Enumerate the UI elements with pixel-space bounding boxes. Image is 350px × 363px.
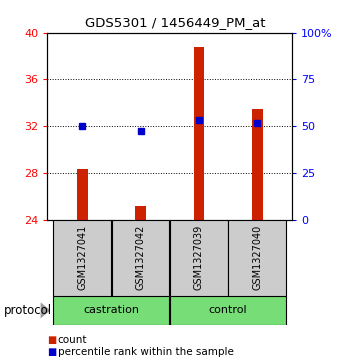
Bar [228, 220, 286, 296]
Bar [252, 109, 262, 220]
Text: GSM1327039: GSM1327039 [194, 225, 204, 290]
Bar [170, 220, 228, 296]
Bar [170, 296, 286, 325]
Text: GSM1327040: GSM1327040 [252, 225, 262, 290]
Bar [53, 220, 111, 296]
Text: GSM1327042: GSM1327042 [135, 225, 146, 290]
Text: control: control [209, 305, 247, 315]
Text: protocol: protocol [4, 304, 52, 317]
Text: ■: ■ [47, 347, 56, 357]
Bar [53, 296, 169, 325]
Text: GSM1327041: GSM1327041 [77, 225, 87, 290]
Text: ■: ■ [47, 335, 56, 345]
Polygon shape [41, 302, 50, 318]
Text: castration: castration [83, 305, 139, 315]
Bar [112, 220, 169, 296]
Bar [194, 47, 204, 220]
Bar [77, 170, 88, 220]
Text: percentile rank within the sample: percentile rank within the sample [58, 347, 234, 357]
Text: GDS5301 / 1456449_PM_at: GDS5301 / 1456449_PM_at [85, 16, 265, 29]
Bar [135, 205, 146, 220]
Text: count: count [58, 335, 87, 345]
